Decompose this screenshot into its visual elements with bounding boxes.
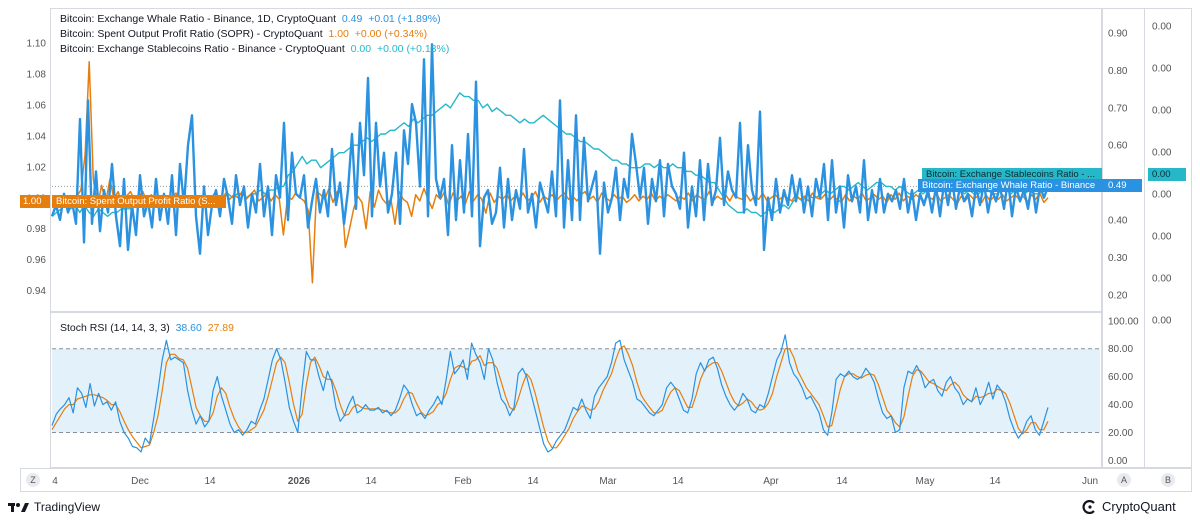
x-axis-tick: 14 [204,476,216,487]
left-axis-tick: 0.94 [27,286,47,297]
stoch-axis-tick: 80.00 [1108,344,1133,355]
stablecoins-axis-tick: 0.00 [1152,274,1172,285]
stoch-k-value: 38.60 [175,322,202,334]
x-axis-tick: Dec [131,476,149,487]
legend-value: 0.00 [350,43,372,55]
whale-axis-tick: 0.40 [1108,216,1128,227]
legend-label: Bitcoin: Exchange Whale Ratio - Binance,… [60,13,337,25]
whale-axis-tick: 0.30 [1108,253,1128,264]
stablecoins-axis-tick: 0.00 [1152,232,1172,243]
stoch-rsi-pane[interactable] [50,312,1102,468]
legend-value: 0.49 [341,13,363,25]
legend-change: +0.00 (+0.13%) [376,43,450,55]
stablecoins-axis-tick: 0.00 [1152,22,1172,33]
x-axis-tick: Apr [763,476,779,487]
left-axis-tick: 1.02 [27,162,47,173]
cryptoquant-icon [1082,499,1095,514]
legend-item-sopr[interactable]: Bitcoin: Spent Output Profit Ratio (SOPR… [60,27,449,42]
stoch-band-fill [52,348,1100,433]
stablecoins-axis-tick: 0.00 [1152,64,1172,75]
stablecoins-value-badge: 0.00 [1148,168,1186,181]
legend: Bitcoin: Exchange Whale Ratio - Binance,… [60,12,449,57]
sopr-series-tag: Bitcoin: Spent Output Profit Ratio (S... [52,195,226,208]
stoch-axis-tick: 20.00 [1108,428,1133,439]
x-axis-tick: 14 [365,476,377,487]
x-axis-tick: 14 [836,476,848,487]
stoch-axis-tick: 100.00 [1108,316,1139,327]
whale-axis-tick: 0.20 [1108,290,1128,301]
tradingview-label: TradingView [34,500,101,514]
whale-axis-tick: 0.60 [1108,141,1128,152]
x-axis-tick: 14 [672,476,684,487]
whale-axis-tick: 0.80 [1108,66,1128,77]
time-axis[interactable] [20,468,1192,492]
tradingview-icon [8,503,29,512]
whale-ratio-line [50,43,1050,255]
x-axis-tick: Jun [1082,476,1098,487]
tradingview-logo[interactable]: TradingView [8,500,100,514]
axis-divider [1144,8,1145,468]
stoch-axis-tick: 60.00 [1108,372,1133,383]
x-axis-tick: May [916,476,935,487]
left-axis-tick: 1.10 [27,39,47,50]
left-axis-tick: 0.98 [27,224,47,235]
x-axis-tick: 14 [527,476,539,487]
stoch-axis-tick: 40.00 [1108,400,1133,411]
x-axis-tick: Feb [454,476,472,487]
stablecoins-series-tag: Bitcoin: Exchange Stablecoins Ratio - ..… [922,168,1102,181]
right-price-axis[interactable] [1102,8,1192,468]
stoch-label: Stoch RSI (14, 14, 3, 3) [60,322,170,334]
whale-value-badge: 0.49 [1104,179,1142,192]
legend-item-stablecoins[interactable]: Bitcoin: Exchange Stablecoins Ratio - Bi… [60,42,449,57]
auto-scale-a-button[interactable]: A [1117,473,1131,487]
stablecoins-axis-tick: 0.00 [1152,316,1172,327]
whale-series-tag: Bitcoin: Exchange Whale Ratio - Binance [918,179,1104,192]
legend-label: Bitcoin: Exchange Stablecoins Ratio - Bi… [60,43,345,55]
zoom-z-button[interactable]: Z [26,473,40,487]
stablecoins-axis-tick: 0.00 [1152,106,1172,117]
legend-change: +0.01 (+1.89%) [368,13,441,25]
left-axis-tick: 1.08 [27,70,47,81]
x-axis-tick: 2026 [288,476,311,487]
tick-labels-layer: 1.10 1.08 1.06 1.04 1.02 1.00 0.98 0.96 0.94 0.90… [27,22,1172,488]
left-axis-tick: 0.96 [27,255,47,266]
series-layer [50,43,1050,453]
x-axis-tick: 14 [989,476,1001,487]
legend-item-whale[interactable]: Bitcoin: Exchange Whale Ratio - Binance,… [60,12,449,27]
cryptoquant-logo[interactable]: CryptoQuant [1082,499,1176,514]
stablecoins-axis-tick: 0.00 [1152,190,1172,201]
stoch-band-layer [52,348,1100,433]
main-chart-pane[interactable] [50,8,1102,312]
stoch-d-line [51,345,1049,449]
left-axis-tick: 1.04 [27,131,47,142]
x-axis-tick: 4 [52,476,58,487]
stoch-axis-tick: 0.00 [1108,456,1128,467]
legend-value: 1.00 [328,28,349,40]
left-axis-tick: 1.06 [27,101,47,112]
x-axis-tick: Mar [599,476,617,487]
cryptoquant-label: CryptoQuant [1102,499,1176,514]
scale-b-button[interactable]: B [1161,473,1175,487]
whale-axis-tick: 0.90 [1108,29,1128,40]
stablecoins-axis-tick: 0.00 [1152,148,1172,159]
stoch-legend[interactable]: Stoch RSI (14, 14, 3, 3) 38.60 27.89 [60,321,234,336]
stoch-d-value: 27.89 [207,322,234,334]
whale-axis-tick: 0.70 [1108,103,1128,114]
legend-label: Bitcoin: Spent Output Profit Ratio (SOPR… [60,28,323,40]
stoch-k-line [51,334,1049,453]
sopr-left-value-badge: 1.00 [20,195,50,208]
legend-change: +0.00 (+0.34%) [354,28,428,40]
